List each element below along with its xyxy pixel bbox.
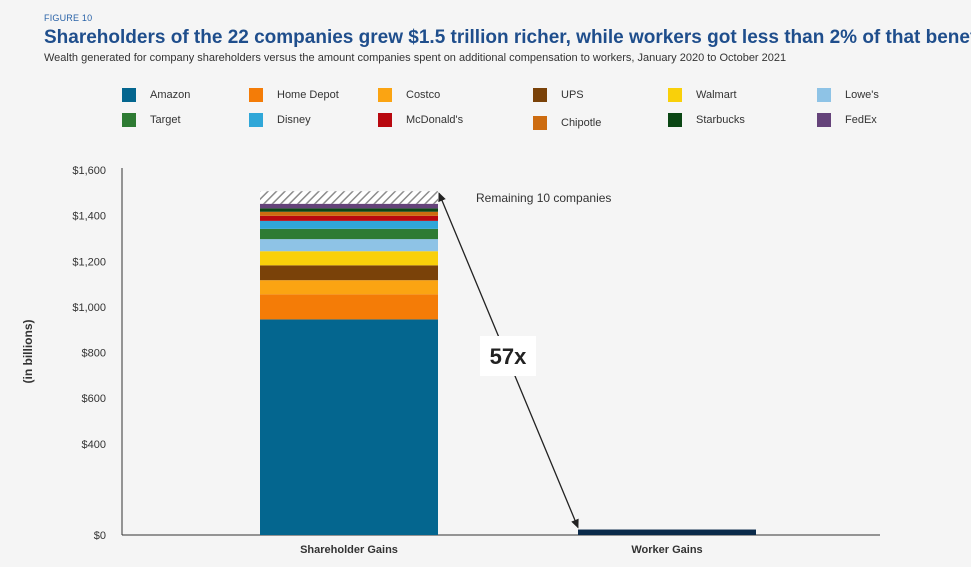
legend-label: Home Depot <box>277 89 339 101</box>
legend-label: McDonald's <box>406 114 464 126</box>
legend-item-starbucks: Starbucks <box>668 113 745 127</box>
chart-legend: Amazon Home Depot Costco UPS Walmart Lowe's Ta… <box>0 0 971 140</box>
multiplier-box <box>480 336 536 376</box>
y-tick-label: $0 <box>94 530 106 542</box>
bar-segment-disney <box>260 220 438 229</box>
legend-item-costco: Costco <box>378 88 440 102</box>
figure-label: FIGURE 10 <box>44 13 93 23</box>
y-tick-label: $800 <box>82 348 106 360</box>
y-tick-label: $1,000 <box>72 302 106 314</box>
y-tick-label: $400 <box>82 439 106 451</box>
chart-bars <box>260 191 756 535</box>
bar-segment-target <box>260 228 438 240</box>
legend-item-walmart: Walmart <box>668 88 737 102</box>
legend-swatch <box>378 113 392 127</box>
x-tick-label: Shareholder Gains <box>300 544 398 556</box>
legend-item-amazon: Amazon <box>122 88 190 102</box>
bar-segment-worker-gains <box>578 529 756 535</box>
legend-swatch <box>533 116 547 130</box>
legend-swatch <box>249 113 263 127</box>
bar-segment-ups <box>260 265 438 281</box>
y-tick-label: $1,400 <box>72 211 106 223</box>
legend-item-target: Target <box>122 113 181 127</box>
bar-segment-walmart <box>260 251 438 266</box>
legend-label: Lowe's <box>845 89 879 101</box>
legend-label: Target <box>150 114 181 126</box>
legend-item-home-depot: Home Depot <box>249 88 339 102</box>
legend-label: Amazon <box>150 89 191 101</box>
chart-subtitle: Wealth generated for company shareholder… <box>44 52 787 64</box>
legend-item-chipotle: Chipotle <box>533 116 601 130</box>
bar-segment-remaining-10-companies <box>260 191 438 204</box>
legend-swatch <box>122 113 136 127</box>
y-axis-label: (in billions) <box>21 320 35 384</box>
chart-axes: $0 $400 $600 $800 $1,000 $1,200 $1,400 $1,600 (i… <box>21 165 880 556</box>
x-tick-label: Worker Gains <box>631 544 702 556</box>
bar-segment-lowe-s <box>260 239 438 252</box>
bar-segment-chipotle <box>260 211 438 216</box>
legend-swatch <box>249 88 263 102</box>
chart-title: Shareholders of the 22 companies grew $1… <box>44 27 971 48</box>
y-tick-label: $600 <box>82 393 106 405</box>
bar-segment-amazon <box>260 319 438 535</box>
legend-item-ups: UPS <box>533 88 584 102</box>
legend-swatch <box>817 88 831 102</box>
legend-swatch <box>122 88 136 102</box>
legend-swatch <box>668 88 682 102</box>
legend-item-mcdonald-s: McDonald's <box>378 113 463 127</box>
bar-segment-costco <box>260 280 438 295</box>
y-tick-label: $1,600 <box>72 165 106 177</box>
y-tick-label: $1,200 <box>72 256 106 268</box>
legend-swatch <box>378 88 392 102</box>
legend-label: Walmart <box>696 89 737 101</box>
legend-label: Disney <box>277 114 311 126</box>
bar-segment-starbucks <box>260 208 438 212</box>
bar-segment-home-depot <box>260 294 438 320</box>
legend-label: FedEx <box>845 114 877 126</box>
legend-label: Chipotle <box>561 117 602 129</box>
chart-annotations: Remaining 10 companies 57x <box>438 191 611 529</box>
legend-label: Starbucks <box>696 114 745 126</box>
legend-swatch <box>533 88 547 102</box>
bar-segment-fedex <box>260 203 438 209</box>
legend-item-lowe-s: Lowe's <box>817 88 879 102</box>
legend-swatch <box>668 113 682 127</box>
annotation-remaining-companies: Remaining 10 companies <box>476 191 611 205</box>
legend-label: Costco <box>406 89 441 101</box>
annotation-multiplier: 57x <box>490 344 527 369</box>
legend-item-disney: Disney <box>249 113 311 127</box>
legend-swatch <box>817 113 831 127</box>
bar-segment-mcdonald-s <box>260 215 438 221</box>
legend-label: UPS <box>561 89 584 101</box>
legend-item-fedex: FedEx <box>817 113 877 127</box>
